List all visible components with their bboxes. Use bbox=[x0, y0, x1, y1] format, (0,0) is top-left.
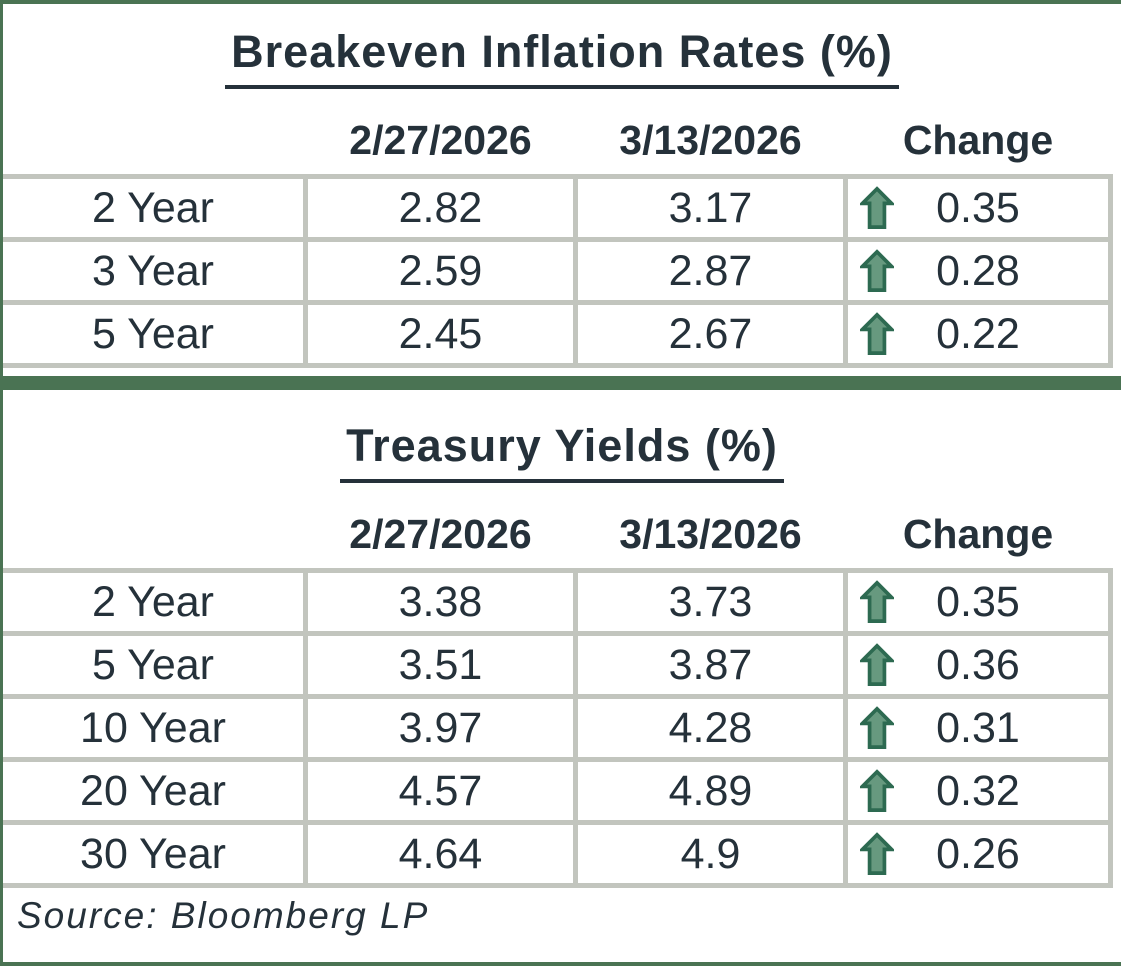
source-note: Source: Bloomberg LP bbox=[3, 888, 1113, 944]
row-label: 20 Year bbox=[3, 762, 303, 820]
table-row: 5 Year 3.51 3.87 0.36 bbox=[3, 636, 1108, 694]
row-label: 10 Year bbox=[3, 699, 303, 757]
table-row: 10 Year 3.97 4.28 0.31 bbox=[3, 699, 1108, 757]
empty-header-cell bbox=[3, 117, 303, 164]
table-row: 2 Year 3.38 3.73 0.35 bbox=[3, 573, 1108, 631]
row-label: 2 Year bbox=[3, 573, 303, 631]
change-cell: 0.35 bbox=[848, 179, 1108, 237]
change-cell: 0.36 bbox=[848, 636, 1108, 694]
breakeven-table-title: Breakeven Inflation Rates (%) bbox=[3, 4, 1121, 89]
change-cell: 0.31 bbox=[848, 699, 1108, 757]
curr-date-value: 3.17 bbox=[578, 179, 843, 237]
col-header-change: Change bbox=[902, 117, 1054, 163]
col-header-prev-date: 2/27/2026 bbox=[349, 511, 532, 557]
prev-date-value: 2.45 bbox=[308, 305, 573, 363]
change-value: 0.36 bbox=[936, 640, 1020, 689]
breakeven-header-row: 2/27/2026 3/13/2026 Change bbox=[3, 117, 1113, 164]
table-row: 2 Year 2.82 3.17 0.35 bbox=[3, 179, 1108, 237]
change-value: 0.35 bbox=[936, 577, 1020, 626]
col-header-change: Change bbox=[902, 511, 1054, 557]
curr-date-value: 2.87 bbox=[578, 242, 843, 300]
change-value: 0.31 bbox=[936, 703, 1020, 752]
table-row: 20 Year 4.57 4.89 0.32 bbox=[3, 762, 1108, 820]
row-label: 3 Year bbox=[3, 242, 303, 300]
prev-date-value: 3.51 bbox=[308, 636, 573, 694]
col-header-curr-date: 3/13/2026 bbox=[619, 511, 802, 557]
row-label: 5 Year bbox=[3, 636, 303, 694]
curr-date-value: 2.67 bbox=[578, 305, 843, 363]
treasury-yields-table: Treasury Yields (%) 2/27/2026 3/13/2026 … bbox=[3, 390, 1121, 888]
treasury-table-title: Treasury Yields (%) bbox=[3, 390, 1121, 483]
table-row: 5 Year 2.45 2.67 0.22 bbox=[3, 305, 1108, 363]
up-arrow-icon bbox=[860, 185, 894, 231]
treasury-data-grid: 2 Year 3.38 3.73 0.35 5 Year 3.51 3.87 0… bbox=[3, 568, 1113, 888]
change-cell: 0.28 bbox=[848, 242, 1108, 300]
empty-header-cell bbox=[3, 511, 303, 558]
up-arrow-icon bbox=[860, 831, 894, 877]
change-value: 0.26 bbox=[936, 829, 1020, 878]
up-arrow-icon bbox=[860, 642, 894, 688]
curr-date-value: 3.73 bbox=[578, 573, 843, 631]
curr-date-value: 4.28 bbox=[578, 699, 843, 757]
up-arrow-icon bbox=[860, 248, 894, 294]
treasury-header-row: 2/27/2026 3/13/2026 Change bbox=[3, 511, 1113, 558]
source-note-text: Source: Bloomberg LP bbox=[17, 895, 430, 936]
up-arrow-icon bbox=[860, 311, 894, 357]
breakeven-data-grid: 2 Year 2.82 3.17 0.35 3 Year 2.59 2.87 0… bbox=[3, 174, 1113, 368]
change-cell: 0.22 bbox=[848, 305, 1108, 363]
up-arrow-icon bbox=[860, 579, 894, 625]
change-cell: 0.26 bbox=[848, 825, 1108, 883]
up-arrow-icon bbox=[860, 768, 894, 814]
spacer bbox=[3, 368, 1121, 376]
change-value: 0.22 bbox=[936, 309, 1020, 358]
row-label: 2 Year bbox=[3, 179, 303, 237]
prev-date-value: 4.57 bbox=[308, 762, 573, 820]
up-arrow-icon bbox=[860, 705, 894, 751]
col-header-prev-date: 2/27/2026 bbox=[349, 117, 532, 163]
breakeven-inflation-table: Breakeven Inflation Rates (%) 2/27/2026 … bbox=[3, 4, 1121, 376]
prev-date-value: 3.38 bbox=[308, 573, 573, 631]
table-row: 30 Year 4.64 4.9 0.26 bbox=[3, 825, 1108, 883]
change-cell: 0.32 bbox=[848, 762, 1108, 820]
table-divider-bar bbox=[3, 376, 1121, 390]
change-value: 0.32 bbox=[936, 766, 1020, 815]
change-value: 0.35 bbox=[936, 183, 1020, 232]
col-header-curr-date: 3/13/2026 bbox=[619, 117, 802, 163]
change-cell: 0.35 bbox=[848, 573, 1108, 631]
curr-date-value: 4.89 bbox=[578, 762, 843, 820]
curr-date-value: 4.9 bbox=[578, 825, 843, 883]
prev-date-value: 4.64 bbox=[308, 825, 573, 883]
row-label: 5 Year bbox=[3, 305, 303, 363]
curr-date-value: 3.87 bbox=[578, 636, 843, 694]
prev-date-value: 2.59 bbox=[308, 242, 573, 300]
table-row: 3 Year 2.59 2.87 0.28 bbox=[3, 242, 1108, 300]
change-value: 0.28 bbox=[936, 246, 1020, 295]
row-label: 30 Year bbox=[3, 825, 303, 883]
prev-date-value: 2.82 bbox=[308, 179, 573, 237]
prev-date-value: 3.97 bbox=[308, 699, 573, 757]
